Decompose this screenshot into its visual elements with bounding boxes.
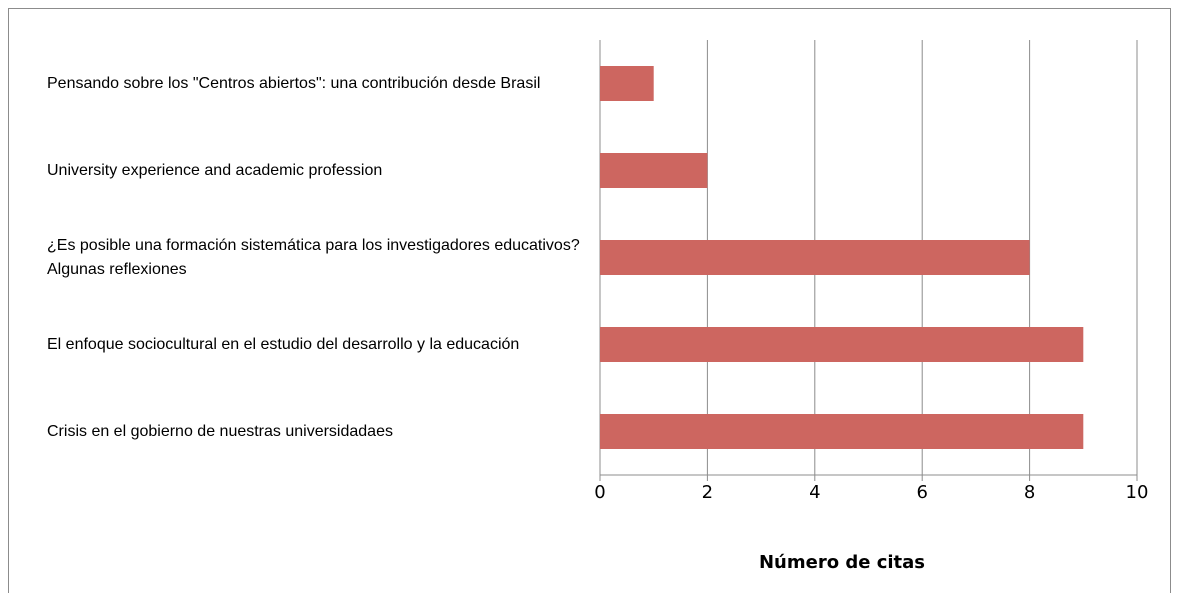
- x-axis-title: Número de citas: [759, 552, 925, 573]
- y-tick-label: El enfoque sociocultural en el estudio d…: [47, 335, 520, 353]
- x-tick-label: 0: [594, 482, 605, 503]
- y-tick-label: University experience and academic profe…: [47, 161, 383, 179]
- x-tick-label: 8: [1024, 482, 1035, 503]
- bar: [600, 240, 1030, 275]
- x-tick-label: 10: [1126, 482, 1149, 503]
- y-tick-label: Crisis en el gobierno de nuestras univer…: [47, 422, 393, 440]
- chart-frame: [8, 8, 1171, 593]
- y-tick-label: ¿Es posible una formación sistemática pa…: [47, 236, 580, 278]
- x-tick-label: 4: [809, 482, 820, 503]
- x-tick-label: 6: [916, 482, 927, 503]
- bar: [600, 66, 654, 101]
- bar: [600, 414, 1084, 449]
- x-tick-label: 2: [702, 482, 713, 503]
- bar: [600, 153, 708, 188]
- bar: [600, 327, 1084, 362]
- y-tick-label: Pensando sobre los "Centros abiertos": u…: [47, 74, 541, 92]
